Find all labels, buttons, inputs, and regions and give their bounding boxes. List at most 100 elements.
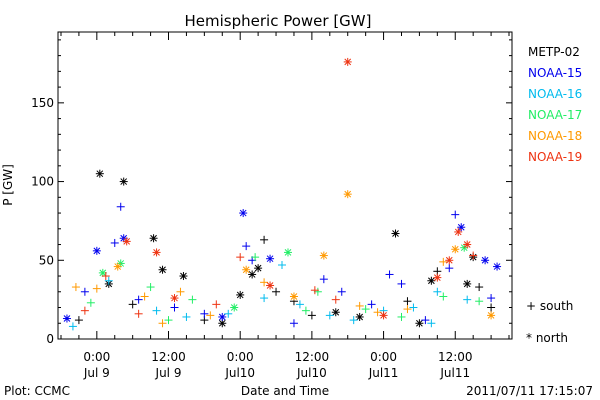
- data-point: [463, 240, 472, 249]
- data-point: [212, 300, 221, 309]
- data-point: [122, 237, 131, 246]
- data-point: [224, 309, 233, 318]
- data-point: [113, 262, 122, 271]
- data-point: [218, 312, 227, 321]
- data-point: [397, 279, 406, 288]
- y-tick-label: 150: [31, 96, 54, 110]
- data-point: [119, 177, 128, 186]
- data-point: [427, 276, 436, 285]
- data-point: [475, 297, 484, 306]
- data-point: [481, 256, 490, 265]
- data-point: [254, 264, 263, 273]
- data-point: [367, 300, 376, 309]
- data-point: [218, 319, 227, 328]
- footer-plot-source: Plot: CCMC: [4, 384, 70, 398]
- data-point: [445, 264, 454, 273]
- marker-legend-entry: * north: [526, 331, 568, 345]
- legend-entry: NOAA-19: [528, 150, 582, 164]
- data-point: [310, 286, 319, 295]
- data-point: [260, 235, 269, 244]
- data-point: [176, 287, 185, 296]
- data-point: [182, 312, 191, 321]
- data-point: [242, 242, 251, 251]
- data-point: [433, 287, 442, 296]
- data-point: [421, 316, 430, 325]
- y-tick-label: 50: [39, 253, 54, 267]
- plot-frame: [57, 31, 513, 340]
- data-point: [457, 223, 466, 232]
- data-point: [373, 308, 382, 317]
- data-point: [319, 275, 328, 284]
- data-point: [239, 209, 248, 218]
- data-point: [110, 238, 119, 247]
- data-point: [385, 270, 394, 279]
- data-point: [101, 272, 110, 281]
- y-tick-label: 0: [46, 332, 54, 346]
- chart-title: Hemispheric Power [GW]: [185, 12, 372, 30]
- x-tick-date-label: Jul10: [224, 366, 255, 380]
- y-axis-label: P [GW]: [1, 164, 15, 206]
- data-point: [409, 303, 418, 312]
- data-point: [283, 248, 292, 257]
- data-point: [451, 210, 460, 219]
- data-point: [140, 292, 149, 301]
- data-point: [206, 311, 215, 320]
- legend-entry: NOAA-16: [528, 87, 582, 101]
- legend-entry: NOAA-15: [528, 66, 582, 80]
- x-axis: 0:00 Jul 9 12:00 Jul 9 0:00 Jul10 12:00 Jul10 0:…: [60, 32, 510, 380]
- data-point: [200, 309, 209, 318]
- data-point: [487, 294, 496, 303]
- x-tick-date-label: Jul 9: [155, 366, 182, 380]
- data-point: [260, 294, 269, 303]
- data-point: [343, 57, 352, 66]
- data-point: [307, 311, 316, 320]
- data-point: [74, 316, 83, 325]
- x-tick-time-label: 0:00: [83, 350, 110, 364]
- data-point: [487, 311, 496, 320]
- data-point: [236, 253, 245, 262]
- y-axis: 0 50 100 150: [31, 39, 512, 346]
- data-point: [152, 306, 161, 315]
- data-point: [116, 202, 125, 211]
- data-point: [331, 295, 340, 304]
- data-point: [266, 254, 275, 263]
- data-point: [403, 305, 412, 314]
- data-point: [463, 279, 472, 288]
- x-tick-date-label: Jul11: [368, 366, 399, 380]
- data-point: [251, 253, 260, 262]
- plot-area: [57, 31, 513, 340]
- data-point: [451, 245, 460, 254]
- data-point: [260, 278, 269, 287]
- data-point: [149, 234, 158, 243]
- data-point: [433, 273, 442, 282]
- data-point: [80, 287, 89, 296]
- x-tick-time-label: 0:00: [370, 350, 397, 364]
- data-point: [95, 169, 104, 178]
- data-point: [325, 311, 334, 320]
- data-point: [391, 229, 400, 238]
- data-point: [128, 300, 137, 309]
- data-point: [68, 322, 77, 331]
- data-point: [134, 309, 143, 318]
- data-point: [134, 295, 143, 304]
- x-tick-date-label: Jul 9: [83, 366, 110, 380]
- data-point: [301, 306, 310, 315]
- x-axis-label: Date and Time: [241, 384, 329, 398]
- legend-entry: NOAA-18: [528, 129, 582, 143]
- data-point: [343, 190, 352, 199]
- data-point: [170, 294, 179, 303]
- data-point: [164, 316, 173, 325]
- x-tick-date-label: Jul10: [296, 366, 327, 380]
- data-point: [475, 283, 484, 292]
- data-point: [439, 257, 448, 266]
- data-point: [379, 311, 388, 320]
- data-point: [469, 251, 478, 260]
- data-point: [355, 301, 364, 310]
- marker-legend-entry: + south: [526, 299, 573, 313]
- data-point: [104, 276, 113, 285]
- data-point: [397, 312, 406, 321]
- data-point: [278, 261, 287, 270]
- data-point: [361, 305, 370, 314]
- data-point: [188, 295, 197, 304]
- data-point: [289, 292, 298, 301]
